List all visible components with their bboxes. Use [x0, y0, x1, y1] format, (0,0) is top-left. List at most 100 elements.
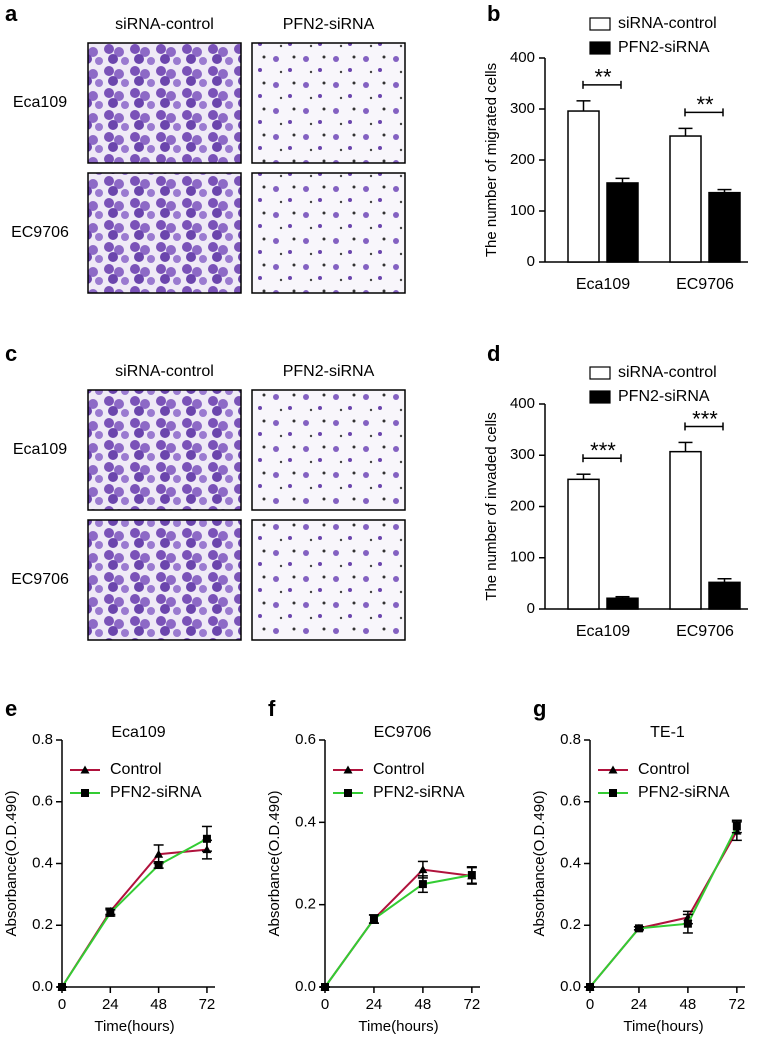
- y-axis-label: Absorbance(O.D.490): [266, 791, 283, 937]
- chart-title: Eca109: [111, 724, 165, 741]
- legend-swatch: [589, 390, 611, 404]
- micrograph: [87, 519, 242, 641]
- micrograph: [251, 42, 406, 164]
- x-tick-label: 48: [680, 996, 697, 1013]
- series-line: [324, 874, 473, 988]
- y-tick-label: 400: [510, 395, 535, 412]
- y-tick-label: 0.2: [32, 916, 53, 933]
- bar: [606, 597, 639, 610]
- column-label: siRNA-control: [115, 363, 214, 380]
- y-axis-label: The number of invaded cells: [483, 412, 500, 600]
- y-tick-label: 0: [527, 600, 535, 617]
- x-tick-label: 72: [728, 996, 745, 1013]
- y-tick-label: 0.6: [295, 731, 316, 748]
- significance-label: **: [696, 92, 714, 117]
- legend-marker: [80, 765, 90, 774]
- chart-title: EC9706: [374, 724, 432, 741]
- x-axis-label: Time(hours): [623, 1018, 703, 1035]
- y-tick-label: 0.0: [32, 978, 53, 995]
- series-line: [61, 848, 208, 988]
- y-tick-label: 0.6: [560, 793, 581, 810]
- legend-swatch: [589, 41, 611, 55]
- row-label: EC9706: [11, 571, 69, 588]
- x-tick-label: 24: [102, 996, 119, 1013]
- y-tick-label: 0.0: [295, 978, 316, 995]
- x-tick-label: 0: [586, 996, 594, 1013]
- y-tick-label: 200: [510, 151, 535, 168]
- x-tick-label: Eca109: [576, 276, 630, 293]
- bar: [708, 191, 741, 263]
- x-tick-label: 72: [463, 996, 480, 1013]
- legend-label: Control: [110, 761, 162, 778]
- micrograph: [251, 389, 406, 511]
- micrograph: [87, 42, 242, 164]
- row-label: Eca109: [13, 441, 67, 458]
- marker: [369, 915, 378, 924]
- marker: [467, 871, 476, 880]
- legend-swatch: [589, 17, 611, 31]
- y-tick-label: 0.0: [560, 978, 581, 995]
- y-tick-label: 200: [510, 497, 535, 514]
- panel-letter: g: [533, 696, 546, 721]
- marker: [154, 849, 164, 858]
- marker: [586, 983, 594, 991]
- marker: [321, 983, 329, 991]
- marker: [732, 822, 741, 831]
- bar: [567, 110, 600, 263]
- y-axis-label: Absorbance(O.D.490): [3, 791, 20, 937]
- legend-label: siRNA-control: [618, 15, 717, 32]
- x-tick-label: 24: [366, 996, 383, 1013]
- legend-label: PFN2-siRNA: [638, 784, 730, 801]
- column-label: PFN2-siRNA: [283, 16, 375, 33]
- y-tick-label: 0.6: [32, 793, 53, 810]
- micrograph: [87, 172, 242, 294]
- y-tick-label: 0.4: [295, 813, 316, 830]
- marker: [418, 865, 428, 874]
- legend-marker: [609, 789, 617, 797]
- marker: [154, 861, 163, 870]
- y-tick-label: 0.8: [560, 731, 581, 748]
- panel-letter: a: [5, 1, 18, 26]
- legend-label: PFN2-siRNA: [618, 39, 710, 56]
- legend-label: PFN2-siRNA: [110, 784, 202, 801]
- x-tick-label: Eca109: [576, 623, 630, 640]
- legend-swatch: [589, 366, 611, 380]
- legend-marker: [343, 765, 353, 774]
- x-axis-label: Time(hours): [94, 1018, 174, 1035]
- y-tick-label: 0.4: [32, 854, 53, 871]
- panel-letter: b: [487, 1, 500, 26]
- column-label: siRNA-control: [115, 16, 214, 33]
- series-line: [589, 830, 738, 988]
- legend-marker: [344, 789, 352, 797]
- legend-label: PFN2-siRNA: [618, 388, 710, 405]
- panel-letter: f: [268, 696, 276, 721]
- micrograph: [251, 519, 406, 641]
- legend-label: Control: [638, 761, 690, 778]
- significance-label: **: [594, 65, 612, 90]
- marker: [58, 983, 66, 991]
- row-label: Eca109: [13, 94, 67, 111]
- marker: [106, 908, 115, 917]
- significance-label: ***: [590, 438, 616, 463]
- y-tick-label: 0: [527, 253, 535, 270]
- panel-letter: d: [487, 341, 500, 366]
- y-tick-label: 400: [510, 49, 535, 66]
- y-tick-label: 0.2: [295, 896, 316, 913]
- series-line: [589, 826, 738, 988]
- bar: [567, 478, 600, 610]
- y-tick-label: 0.4: [560, 854, 581, 871]
- panel-letter: e: [5, 696, 17, 721]
- series-line: [61, 837, 208, 988]
- bar: [669, 135, 702, 263]
- y-tick-label: 100: [510, 202, 535, 219]
- legend-marker: [608, 765, 618, 774]
- y-tick-label: 300: [510, 100, 535, 117]
- x-tick-label: 0: [321, 996, 329, 1013]
- x-tick-label: EC9706: [676, 276, 734, 293]
- x-tick-label: 48: [415, 996, 432, 1013]
- marker: [683, 919, 692, 928]
- legend-marker: [81, 789, 89, 797]
- chart-title: TE-1: [650, 724, 685, 741]
- y-axis-label: Absorbance(O.D.490): [531, 791, 548, 937]
